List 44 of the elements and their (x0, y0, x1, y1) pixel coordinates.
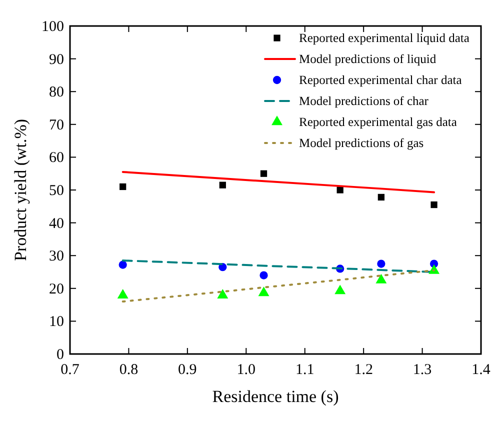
y-tick-label: 80 (49, 84, 64, 101)
line-series (122, 170, 436, 194)
legend-label: Reported experimental liquid data (299, 31, 470, 45)
point (260, 170, 268, 177)
point (219, 182, 226, 188)
point (117, 288, 128, 298)
point (120, 183, 126, 190)
y-axis-title: Product yield (wt.%) (11, 118, 30, 262)
point (217, 288, 228, 298)
point (430, 201, 438, 208)
y-tick-label: 70 (49, 117, 64, 134)
point (378, 194, 384, 201)
y-tick-label: 0 (56, 347, 64, 363)
point (118, 260, 127, 269)
x-tick-label: 1.3 (412, 362, 432, 378)
point (336, 186, 344, 194)
x-tick-label: 1.1 (295, 362, 314, 378)
x-tick-label: 1.4 (472, 362, 491, 378)
point (334, 284, 346, 294)
x-tick-label: 1.0 (236, 362, 256, 378)
y-tick-label: 90 (49, 52, 64, 68)
y-tick-label: 40 (49, 216, 64, 232)
point (376, 274, 387, 284)
point (218, 263, 227, 272)
point (258, 286, 270, 296)
legend-label: Model predictions of char (299, 94, 430, 108)
y-tick-label: 50 (49, 183, 64, 199)
y-tick-label: 100 (42, 19, 64, 35)
y-tick-label: 60 (49, 150, 64, 166)
y-tick-label: 30 (49, 248, 64, 265)
x-tick-label: 0.8 (119, 362, 138, 378)
legend-label: Reported experimental gas data (299, 115, 458, 129)
y-tick-label: 10 (49, 314, 64, 330)
x-axis-title: Residence time (s) (212, 387, 339, 406)
point (377, 260, 386, 268)
point (260, 271, 268, 280)
point (428, 264, 440, 274)
legend-label: Model predictions of gas (299, 136, 424, 150)
x-tick-label: 0.7 (60, 362, 80, 378)
legend-label: Model predictions of liquid (299, 52, 437, 66)
x-tick-label: 0.9 (178, 362, 197, 378)
legend-label: Reported experimental char data (299, 73, 462, 87)
y-tick-label: 20 (49, 281, 64, 298)
x-tick-label: 1.2 (354, 362, 373, 378)
